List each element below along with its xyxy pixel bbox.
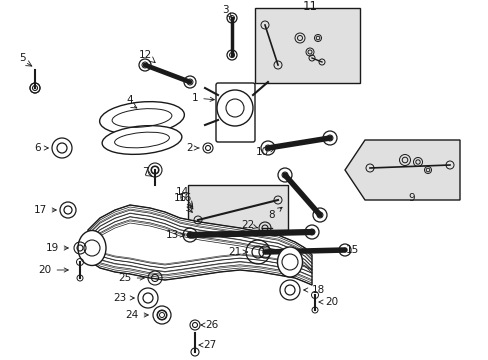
Text: 25: 25 [118,273,144,283]
FancyBboxPatch shape [216,83,254,142]
Text: 16: 16 [178,193,191,203]
Text: 11: 11 [302,0,317,13]
Text: 21: 21 [228,247,247,257]
Text: 23: 23 [113,293,134,303]
Text: 13: 13 [165,230,184,240]
Text: 10: 10 [255,147,274,157]
Text: 14: 14 [175,187,188,197]
Text: 7: 7 [142,167,148,177]
Bar [187,185,287,230]
Text: 12: 12 [138,50,151,60]
Text: 16: 16 [173,193,186,203]
Text: 2: 2 [186,143,199,153]
Text: 6: 6 [35,143,48,153]
Text: 1: 1 [191,93,214,103]
Ellipse shape [100,102,184,134]
Text: 19: 19 [45,243,68,253]
Text: 20: 20 [318,297,338,307]
Ellipse shape [102,126,182,154]
Text: 5: 5 [19,53,25,63]
Text: 18: 18 [303,285,324,295]
Text: 3: 3 [221,5,231,17]
Text: 8: 8 [268,207,282,220]
Bar [254,8,359,83]
Text: 4: 4 [126,95,133,105]
Text: 9: 9 [408,193,414,203]
Text: 20: 20 [39,265,68,275]
Ellipse shape [78,230,106,266]
Polygon shape [88,205,311,285]
Text: 27: 27 [199,340,216,350]
Ellipse shape [277,247,302,277]
Text: 26: 26 [201,320,218,330]
Text: 22: 22 [241,220,257,230]
Text: 17: 17 [33,205,56,215]
Polygon shape [345,140,459,200]
Text: 24: 24 [125,310,148,320]
Text: 15: 15 [340,245,358,255]
